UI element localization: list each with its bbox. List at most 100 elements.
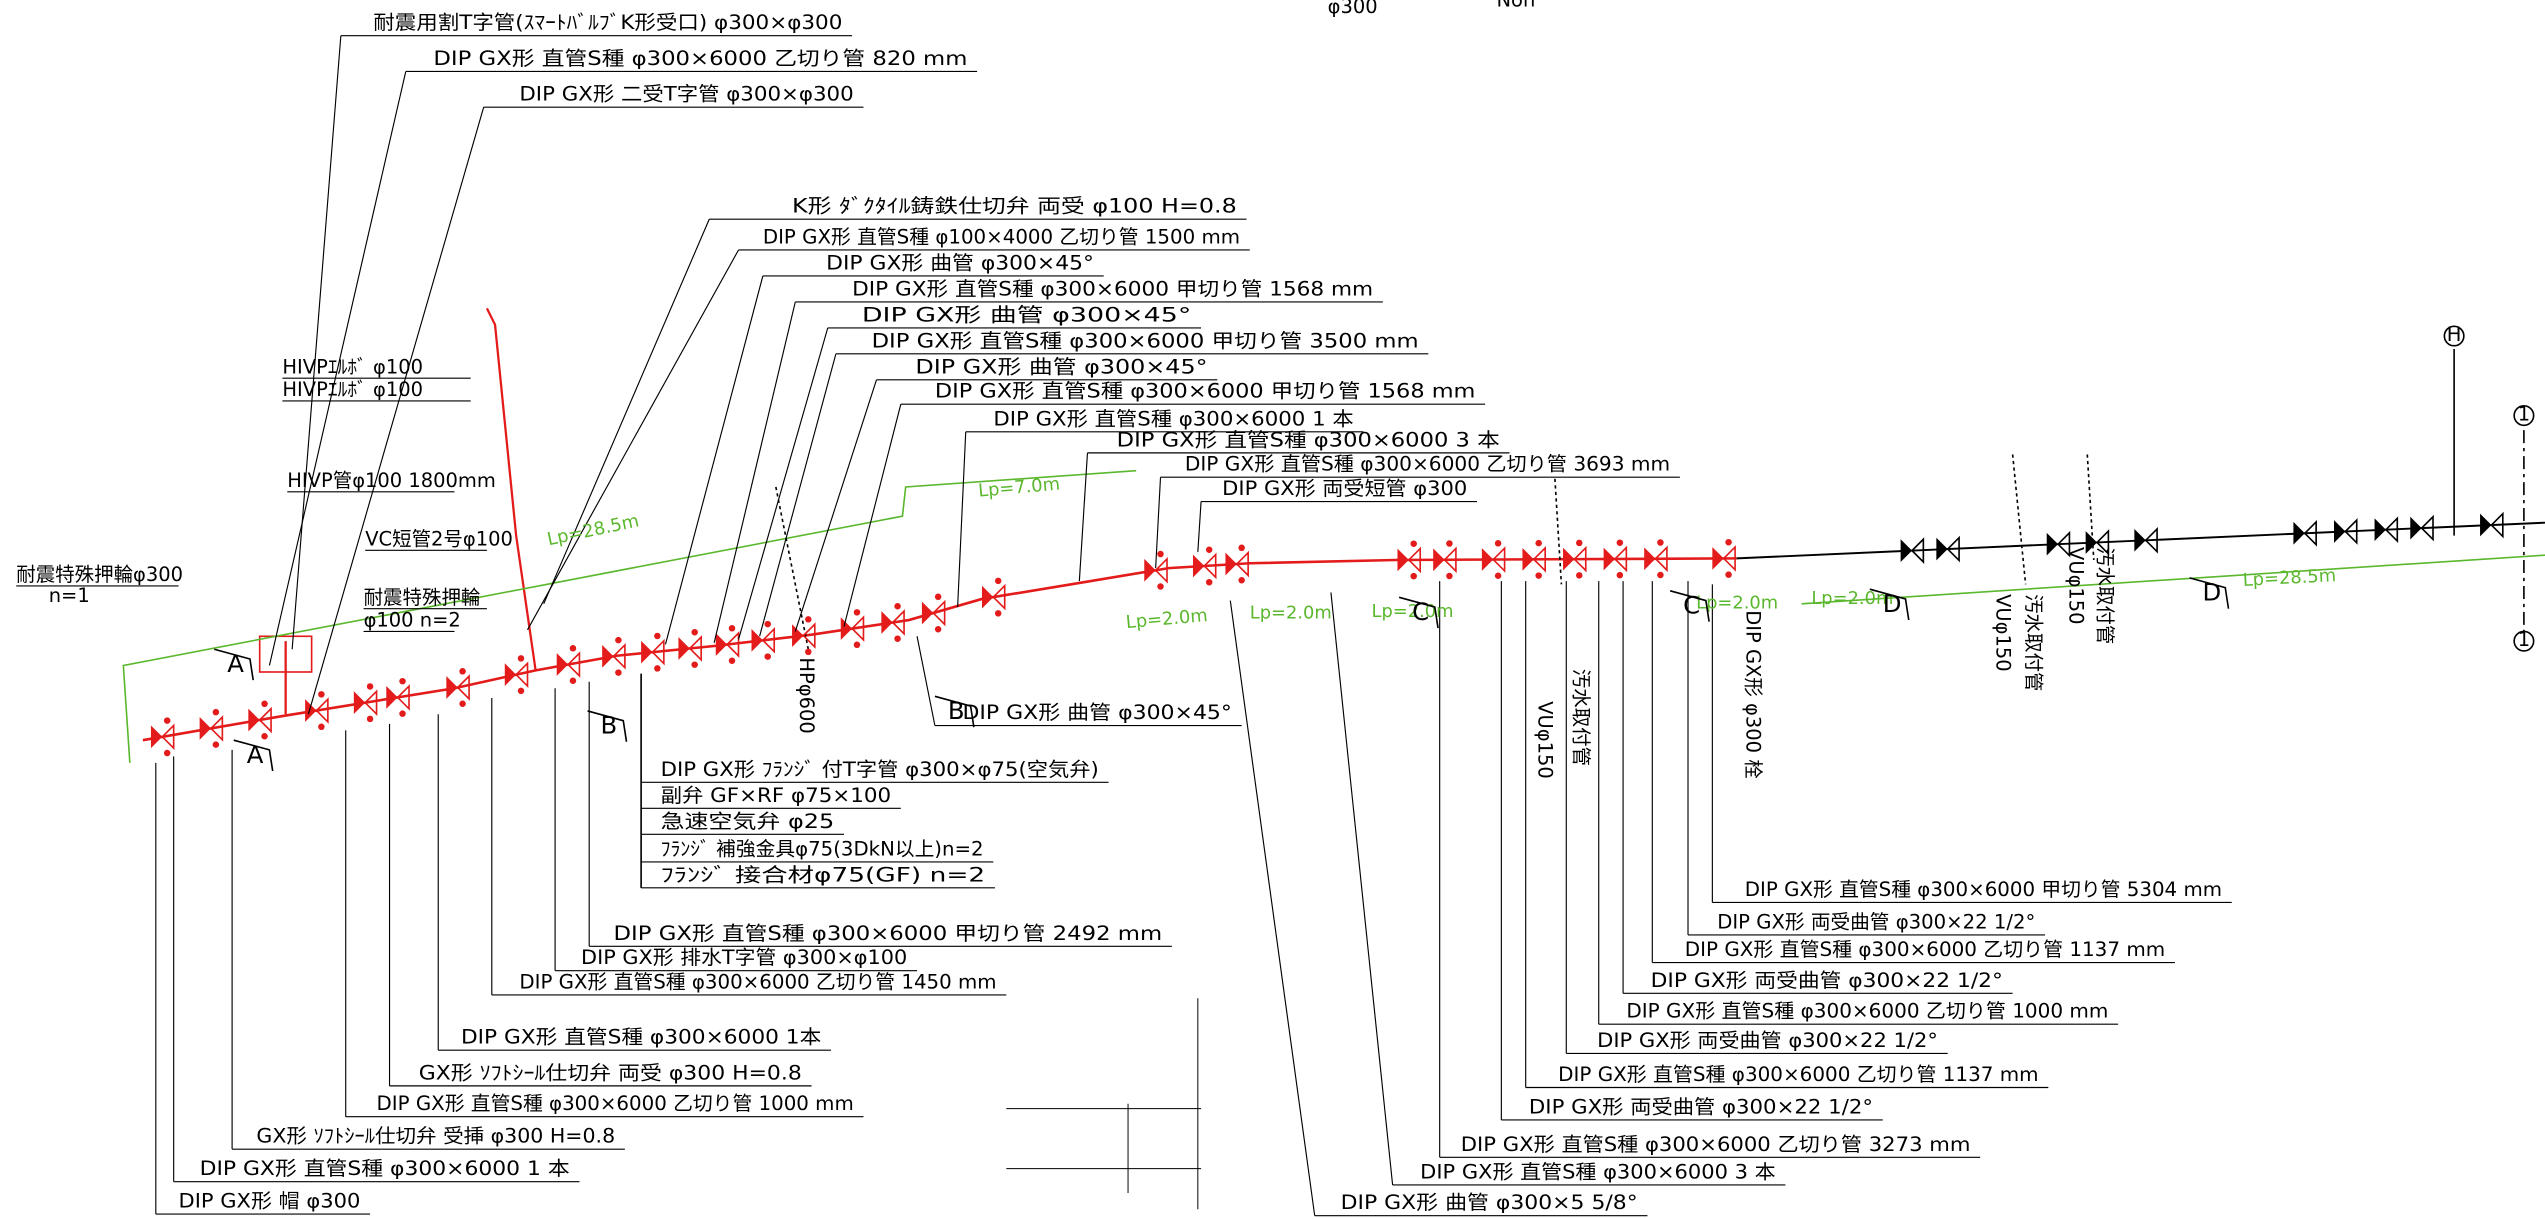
callout-label: DIP GX形 直管S種 φ300×6000 乙切り管 1000 mm (1626, 1000, 2108, 1023)
flange (802, 622, 816, 649)
fitting (1522, 547, 1534, 571)
bolt (1535, 539, 1542, 547)
bolt (261, 732, 268, 740)
callout-label: DIP GX形 直管S種 φ300×6000 1本 (461, 1026, 821, 1049)
vu-line (2086, 454, 2095, 561)
fitting (981, 585, 994, 609)
bolt (894, 603, 901, 610)
fitting (1481, 548, 1494, 571)
fitting (1433, 548, 1445, 572)
leader-line (737, 327, 829, 640)
branch-red (485, 307, 537, 671)
flange (456, 674, 470, 701)
callout-label: DIP GX形 帽 φ300 (179, 1190, 361, 1213)
bolt (459, 700, 466, 707)
flange (725, 631, 740, 658)
flange (2420, 514, 2434, 542)
bolt (1576, 572, 1583, 579)
fitting (248, 708, 260, 732)
bolt (728, 625, 736, 632)
bolt (1725, 571, 1732, 578)
lp-label: Lp=2.0m (1250, 602, 1332, 623)
bolt (654, 632, 661, 640)
bolt (318, 691, 325, 698)
bolt (934, 593, 942, 601)
top-fragment: Non (1496, 0, 1535, 12)
bolt (459, 668, 466, 675)
fitting (305, 699, 317, 722)
bolt (399, 710, 406, 717)
fitting (1192, 554, 1205, 578)
callout-label: ﾌﾗﾝｼﾞ 補強金具φ75(3DkN以上)n=2 (661, 837, 984, 860)
fitting (504, 663, 517, 687)
bolt (1616, 539, 1624, 546)
bolt (994, 577, 1002, 585)
bolt (1157, 583, 1164, 590)
bolt (853, 609, 861, 616)
flange (209, 715, 224, 742)
tee (258, 635, 313, 673)
bolt (654, 665, 661, 672)
vu-line (2011, 454, 2027, 585)
bolt (1616, 571, 1624, 579)
leader-line (1078, 452, 1089, 582)
bolt (934, 626, 942, 633)
bolt (1238, 544, 1245, 552)
lp-label: Lp=2.0m (1811, 588, 1893, 609)
bolt (366, 715, 374, 723)
leader-line (543, 218, 710, 605)
callout-label: DIP GX形 両受曲管 φ300×22 1/2° (1651, 969, 2003, 992)
bolt (615, 669, 622, 676)
flange (1407, 546, 1422, 574)
bolt (212, 741, 220, 748)
flange (2303, 519, 2317, 547)
fitting (199, 717, 212, 740)
fitting (840, 617, 853, 640)
flange (1235, 550, 1249, 578)
flange (258, 706, 272, 734)
callout-label: DIP GX形 曲管 φ300×45° (962, 701, 1231, 724)
flange (2344, 518, 2358, 545)
fitting (446, 676, 458, 699)
inset (1006, 998, 1202, 1210)
callout-label: DIP GX形 直管S種 φ300×6000 乙切り管 1137 mm (1558, 1063, 2038, 1086)
flange (1532, 546, 1546, 573)
bolt (366, 683, 374, 690)
bolt (805, 616, 812, 623)
flange (364, 689, 378, 716)
lp-label: Lp=2.0m (1125, 605, 1209, 633)
leader-line (268, 71, 407, 666)
callout-label: DIP GX形 ﾌﾗﾝｼﾞ 付T字管 φ300×φ75(空気弁) (661, 758, 1099, 781)
callout-label: DIP GX形 直管S種 φ300×6000 甲切り管 3500 mm (872, 329, 1419, 352)
fitting (602, 644, 614, 668)
note-label: HIVPｴﾙﾎﾞ φ100 (282, 378, 423, 401)
flange (1722, 545, 1736, 572)
bolt (1205, 578, 1213, 586)
bolt (1410, 572, 1417, 580)
flange (932, 599, 946, 627)
flange (1654, 545, 1668, 573)
bolt (1238, 577, 1245, 584)
vertical-label: VUφ150 (1991, 594, 2014, 672)
callout-label: DIP GX形 直管S種 φ300×6000 甲切り管 2492 mm (614, 922, 1163, 945)
fitting (751, 628, 763, 652)
bolt (728, 657, 736, 664)
bolt (691, 661, 698, 668)
symbol-label: H (2447, 323, 2462, 346)
vertical-label: 汚水取付管 (1569, 669, 1592, 766)
callout-label: DIP GX形 両受曲管 φ300×22 1/2° (1597, 1029, 1938, 1052)
fitting (921, 601, 934, 625)
bolt (1535, 572, 1542, 579)
bolt (1494, 572, 1502, 580)
flange (612, 643, 626, 670)
flange (1946, 535, 1960, 563)
lp-label: Lp=7.0m (977, 474, 1061, 502)
bolt (163, 717, 171, 724)
flange (688, 635, 702, 662)
section-bracket (1869, 588, 1910, 621)
callout-label: K形 ﾀﾞｸﾀｲﾙ鋳鉄仕切弁 両受 φ100 H=0.8 (792, 195, 1237, 218)
note-label: HIVP管φ100 1800mm (287, 469, 496, 492)
fitting (353, 691, 366, 715)
vertical-label: HPφ600 (795, 657, 818, 733)
fitting (386, 686, 398, 709)
